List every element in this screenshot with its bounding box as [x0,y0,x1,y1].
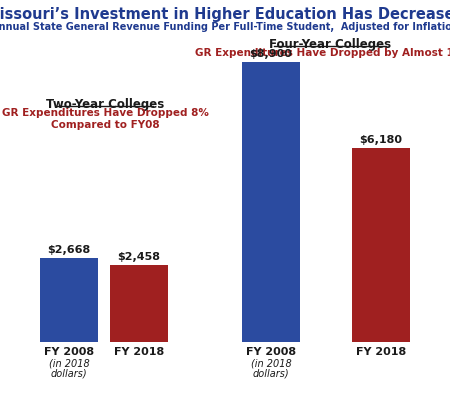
Text: Compared to FY08: Compared to FY08 [51,120,159,130]
Text: Missouri’s Investment in Higher Education Has Decreased: Missouri’s Investment in Higher Educatio… [0,7,450,22]
Text: FY 2018: FY 2018 [114,347,164,357]
Text: GR Expenditures Have Dropped 8%: GR Expenditures Have Dropped 8% [1,108,208,118]
Text: Annual State General Revenue Funding Per Full-Time Student,  Adjusted for Inflat: Annual State General Revenue Funding Per… [0,22,450,32]
Text: dollars): dollars) [253,368,289,378]
Text: FY 2018: FY 2018 [356,347,406,357]
Text: $8,900: $8,900 [250,49,292,59]
Text: FY 2008: FY 2008 [246,347,296,357]
Text: $6,180: $6,180 [360,134,402,144]
Bar [40,258,98,342]
Text: GR Expenditures Have Dropped by Almost 1/3: GR Expenditures Have Dropped by Almost 1… [195,48,450,58]
Text: dollars): dollars) [51,368,87,378]
Text: $2,458: $2,458 [117,252,161,262]
Text: $2,668: $2,668 [47,245,90,255]
Text: Four-Year Colleges: Four-Year Colleges [269,38,391,51]
Text: (in 2018: (in 2018 [251,358,292,368]
Text: Two-Year Colleges: Two-Year Colleges [46,98,164,111]
Bar [110,265,168,342]
Text: FY 2008: FY 2008 [44,347,94,357]
Text: (in 2018: (in 2018 [49,358,90,368]
Bar [352,148,410,342]
Bar [242,62,300,342]
